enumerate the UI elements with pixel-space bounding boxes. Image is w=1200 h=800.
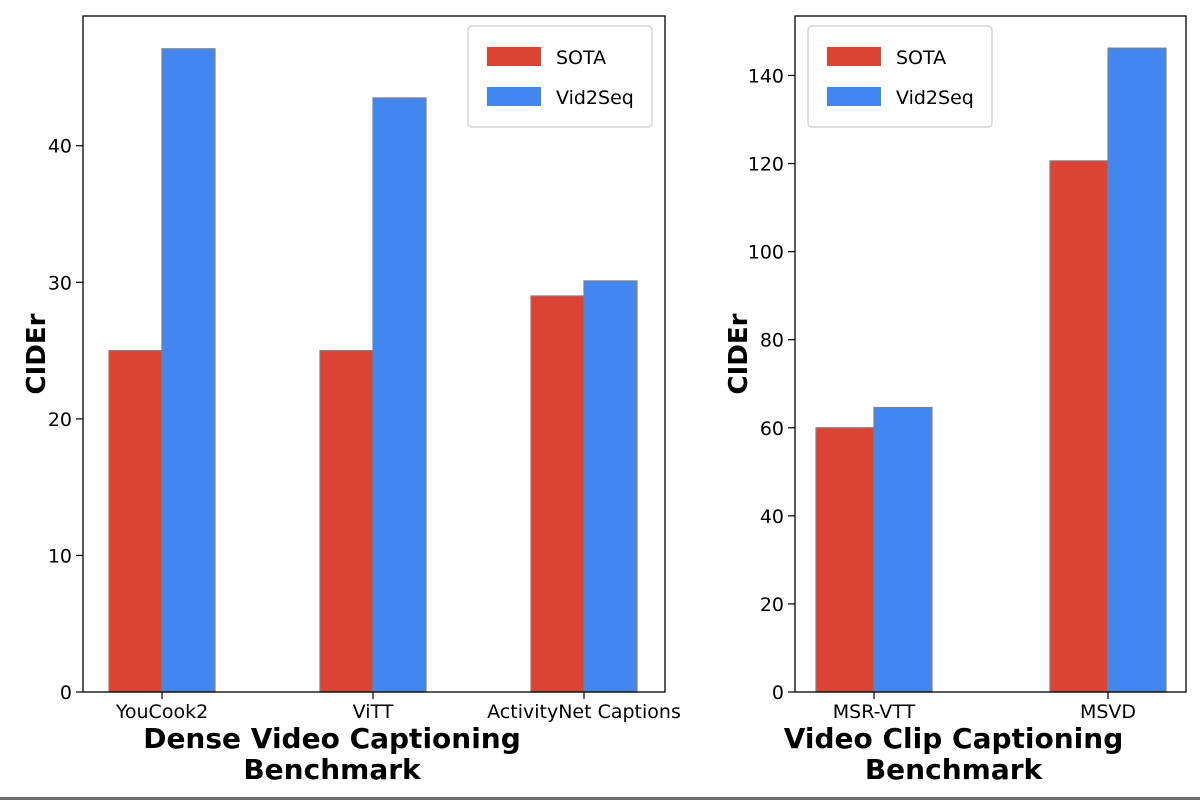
- y-tick-label: 120: [748, 154, 784, 176]
- legend-swatch-sota: [487, 47, 541, 66]
- legend-label-sota: SOTA: [556, 47, 606, 69]
- bar-vid2seq-youcook2: [161, 48, 216, 693]
- dense-video-captioning-chart: 0 10 20 30 40 YouCook2 ViTT ActivityNet Caption…: [22, 15, 681, 786]
- y-tick-label: 30: [48, 272, 72, 294]
- y-axis-label: CIDEr: [724, 313, 754, 394]
- bar-sota-msr-vtt: [815, 427, 875, 693]
- plot-frame: [794, 15, 1187, 693]
- legend-label-sota: SOTA: [896, 47, 946, 69]
- bar-vid2seq-msr-vtt: [873, 406, 933, 693]
- plot-frame: [82, 15, 666, 693]
- bar-sota-youcook2: [108, 349, 163, 693]
- legend-frame: [807, 25, 993, 128]
- legend-swatch-sota: [827, 47, 881, 66]
- x-tick-label-msvd: MSVD: [1080, 701, 1136, 723]
- legend-swatch-vid2seq: [487, 87, 541, 106]
- bar-vid2seq-activitynet-captions: [583, 280, 638, 693]
- y-tick-label: 0: [60, 682, 72, 704]
- legend-label-vid2seq: Vid2Seq: [556, 87, 634, 109]
- video-clip-captioning-chart: 0 20 40 60 80 100 120 140 MSR-VTT MSVD CIDEr Video …: [724, 15, 1187, 786]
- x-axis-label-line-1: Video Clip Captioning: [784, 722, 1124, 755]
- bar-sota-msvd: [1049, 160, 1109, 693]
- x-axis-label-line-2: Benchmark: [865, 753, 1044, 786]
- y-tick-label: 100: [748, 242, 784, 264]
- y-tick-label: 20: [760, 594, 784, 616]
- x-tick-label-youcook2: YouCook2: [115, 701, 208, 723]
- x-tick-label-msr-vtt: MSR-VTT: [833, 701, 916, 723]
- y-tick-label: 140: [748, 65, 784, 87]
- bar-vid2seq-msvd: [1107, 47, 1167, 693]
- x-axis-label-line-1: Dense Video Captioning: [143, 722, 521, 755]
- y-tick-label: 40: [760, 506, 784, 528]
- legend-swatch-vid2seq: [827, 87, 881, 106]
- bar-sota-vitt: [319, 349, 374, 693]
- legend: SOTA Vid2Seq: [467, 25, 653, 128]
- bottom-divider: [0, 797, 1200, 800]
- x-tick-label-activitynet-captions: ActivityNet Captions: [487, 701, 681, 723]
- legend-frame: [467, 25, 653, 128]
- y-tick-label: 10: [48, 545, 72, 567]
- legend-label-vid2seq: Vid2Seq: [896, 87, 974, 109]
- y-tick-label: 0: [772, 682, 784, 704]
- y-tick-label: 40: [48, 136, 72, 158]
- y-tick-label: 60: [760, 418, 784, 440]
- y-tick-label: 80: [760, 330, 784, 352]
- x-axis-label-line-2: Benchmark: [243, 753, 422, 786]
- bar-sota-activitynet-captions: [530, 295, 585, 693]
- y-tick-label: 20: [48, 409, 72, 431]
- y-axis-label: CIDEr: [22, 313, 52, 394]
- legend: SOTA Vid2Seq: [807, 25, 993, 128]
- x-tick-label-vitt: ViTT: [353, 701, 394, 723]
- bar-vid2seq-vitt: [372, 97, 427, 693]
